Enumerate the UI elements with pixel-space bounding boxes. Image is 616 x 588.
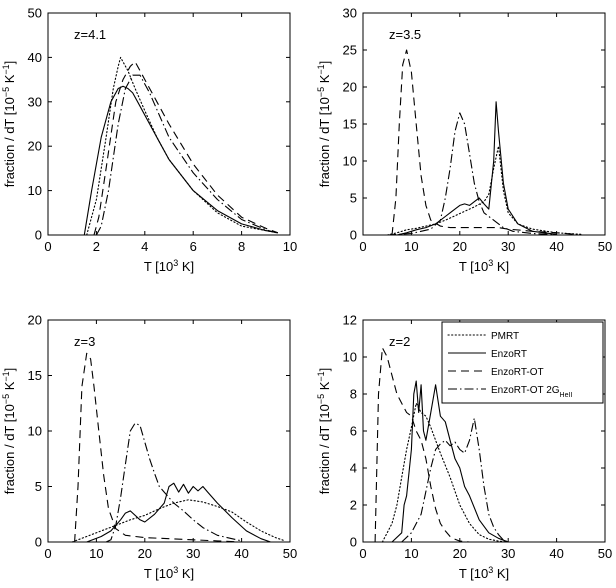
x-tick-label: 0 bbox=[44, 239, 51, 254]
series-line-pmrt bbox=[386, 145, 582, 236]
y-tick-label: 10 bbox=[28, 424, 42, 439]
series-line-enzort-ot-2g bbox=[95, 74, 279, 236]
x-axis-label: T [103 K] bbox=[144, 258, 194, 274]
y-tick-label: 50 bbox=[28, 6, 42, 21]
y-tick-label: 12 bbox=[343, 313, 357, 328]
legend-entry: EnzoRT bbox=[491, 349, 527, 360]
x-tick-label: 0 bbox=[359, 546, 366, 561]
x-tick-label: 10 bbox=[89, 546, 103, 561]
chart-panel-1: 0 2 4 6 8 10 0 10 20 30 40 50 T [103 K] fraction / dT… bbox=[1, 6, 297, 275]
legend-entry: EnzoRT-OT bbox=[491, 367, 544, 378]
chart-panel-2: 0 10 20 30 40 50 0 5 10 15 20 25 30 T [103 K] fraction… bbox=[316, 6, 612, 275]
redshift-annotation: z=4.1 bbox=[74, 27, 106, 42]
y-tick-label: 20 bbox=[28, 139, 42, 154]
series-line-enzort bbox=[391, 380, 509, 543]
y-tick-label: 5 bbox=[35, 479, 42, 494]
y-tick-label: 10 bbox=[343, 350, 357, 365]
series-line-enzort-ot-2g bbox=[105, 422, 242, 543]
y-tick-label: 10 bbox=[343, 154, 357, 169]
x-tick-label: 40 bbox=[234, 546, 248, 561]
y-tick-label: 20 bbox=[28, 313, 42, 328]
redshift-annotation: z=3.5 bbox=[389, 27, 421, 42]
chart-panel-3: 0 10 20 30 40 50 0 5 10 15 20 T [103 K] fraction / d… bbox=[1, 313, 297, 582]
y-tick-label: 30 bbox=[343, 6, 357, 21]
plot-frame bbox=[47, 12, 291, 236]
series-line-pmrt bbox=[71, 499, 286, 543]
y-tick-label: 4 bbox=[350, 461, 357, 476]
y-tick-label: 0 bbox=[350, 535, 357, 550]
y-tick-label: 40 bbox=[28, 50, 42, 65]
series-line-pmrt bbox=[381, 402, 509, 543]
y-axis-label: fraction / dT [10−5 K−1] bbox=[316, 61, 332, 188]
x-tick-label: 0 bbox=[359, 239, 366, 254]
series-line-enzort-ot bbox=[374, 347, 470, 543]
x-tick-label: 10 bbox=[283, 239, 297, 254]
y-axis-label: fraction / dT [10−5 K−1] bbox=[1, 61, 17, 188]
x-tick-label: 6 bbox=[190, 239, 197, 254]
legend-entry: EnzoRT-OT 2GHeII bbox=[491, 385, 572, 399]
x-tick-label: 8 bbox=[238, 239, 245, 254]
y-axis-label: fraction / dT [10−5 K−1] bbox=[316, 368, 332, 495]
x-tick-label: 40 bbox=[549, 239, 563, 254]
series-line-enzort-ot bbox=[391, 49, 577, 236]
series-line-enzort-ot bbox=[74, 352, 242, 543]
redshift-annotation: z=3 bbox=[74, 334, 95, 349]
y-tick-label: 0 bbox=[35, 535, 42, 550]
x-tick-label: 30 bbox=[186, 546, 200, 561]
y-tick-label: 10 bbox=[28, 183, 42, 198]
x-tick-label: 30 bbox=[501, 546, 515, 561]
series-line-enzort bbox=[86, 482, 271, 543]
series-line-enzort bbox=[396, 101, 557, 236]
y-tick-label: 6 bbox=[350, 424, 357, 439]
x-axis-label: T [103 K] bbox=[459, 258, 509, 274]
y-tick-label: 15 bbox=[343, 117, 357, 132]
series-line-enzort-ot bbox=[93, 61, 279, 236]
x-tick-label: 50 bbox=[598, 546, 612, 561]
x-tick-label: 20 bbox=[453, 239, 467, 254]
y-tick-label: 0 bbox=[35, 228, 42, 243]
y-tick-label: 8 bbox=[350, 387, 357, 402]
legend-entry: PMRT bbox=[491, 331, 519, 342]
y-tick-label: 2 bbox=[350, 498, 357, 513]
x-tick-label: 40 bbox=[549, 546, 563, 561]
legend: PMRT EnzoRT EnzoRT-OT EnzoRT-OT 2GHeII bbox=[441, 321, 604, 404]
y-tick-label: 5 bbox=[350, 191, 357, 206]
y-tick-label: 30 bbox=[28, 94, 42, 109]
x-tick-label: 10 bbox=[404, 546, 418, 561]
x-tick-label: 30 bbox=[501, 239, 515, 254]
x-tick-label: 50 bbox=[598, 239, 612, 254]
chart-panel-4: 0 10 20 30 40 50 0 2 4 6 8 10 12 T [103 K] fraction / … bbox=[316, 313, 612, 582]
y-tick-label: 15 bbox=[28, 368, 42, 383]
x-tick-label: 20 bbox=[453, 546, 467, 561]
y-tick-label: 20 bbox=[343, 80, 357, 95]
x-tick-label: 0 bbox=[44, 546, 51, 561]
x-tick-label: 10 bbox=[404, 239, 418, 254]
redshift-annotation: z=2 bbox=[389, 334, 410, 349]
series-line-pmrt bbox=[86, 56, 279, 236]
series-line-enzort-ot-2g bbox=[401, 417, 509, 543]
y-tick-label: 0 bbox=[350, 228, 357, 243]
y-tick-label: 25 bbox=[343, 43, 357, 58]
x-axis-label: T [103 K] bbox=[459, 565, 509, 581]
x-tick-label: 20 bbox=[138, 546, 152, 561]
x-tick-label: 2 bbox=[93, 239, 100, 254]
series-line-enzort-ot-2g bbox=[387, 112, 557, 236]
y-axis-label: fraction / dT [10−5 K−1] bbox=[1, 368, 17, 495]
plot-frame bbox=[47, 319, 291, 543]
series-line-enzort bbox=[83, 85, 278, 236]
x-axis-label: T [103 K] bbox=[144, 565, 194, 581]
x-tick-label: 50 bbox=[283, 546, 297, 561]
x-tick-label: 4 bbox=[141, 239, 148, 254]
